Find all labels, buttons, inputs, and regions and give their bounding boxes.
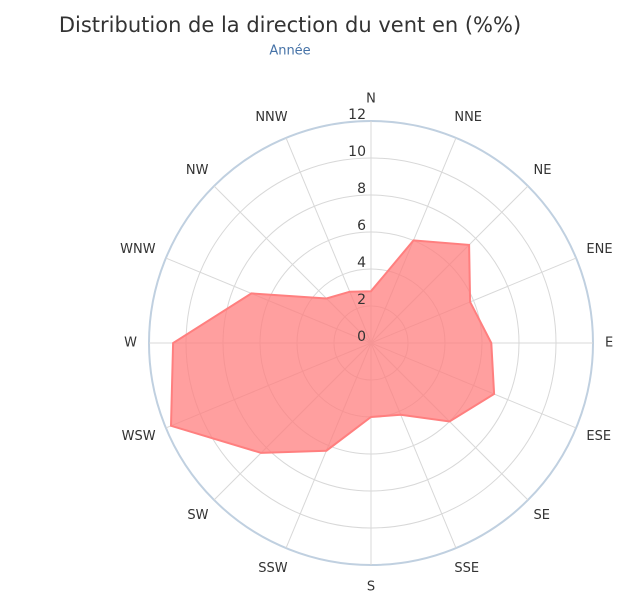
- category-label: SE: [534, 508, 550, 523]
- chart-subtitle: Année: [269, 44, 310, 59]
- category-label: WSW: [122, 429, 156, 444]
- category-label: SSE: [454, 561, 479, 576]
- category-label: NNW: [255, 110, 287, 125]
- y-tick-label: 8: [357, 181, 366, 197]
- category-label: W: [124, 336, 137, 351]
- category-label: ENE: [586, 242, 612, 257]
- area: [169, 239, 496, 454]
- y-tick-label: 0: [357, 329, 366, 345]
- y-tick-label: 6: [357, 218, 366, 234]
- chart-title: Distribution de la direction du vent en …: [59, 13, 521, 37]
- category-label: SSW: [258, 561, 288, 576]
- y-tick-label: 2: [357, 292, 366, 308]
- category-label: SW: [187, 508, 208, 523]
- category-label: E: [605, 336, 613, 351]
- category-label: NNE: [454, 110, 482, 125]
- category-label: N: [366, 92, 376, 107]
- category-label: S: [367, 580, 375, 595]
- category-label: ESE: [586, 429, 611, 444]
- y-tick-label: 10: [348, 144, 366, 160]
- category-label: NE: [534, 163, 552, 178]
- category-label: WNW: [120, 242, 156, 257]
- category-label: NW: [186, 163, 209, 178]
- y-tick-label: 12: [348, 107, 366, 123]
- y-tick-label: 4: [357, 255, 366, 271]
